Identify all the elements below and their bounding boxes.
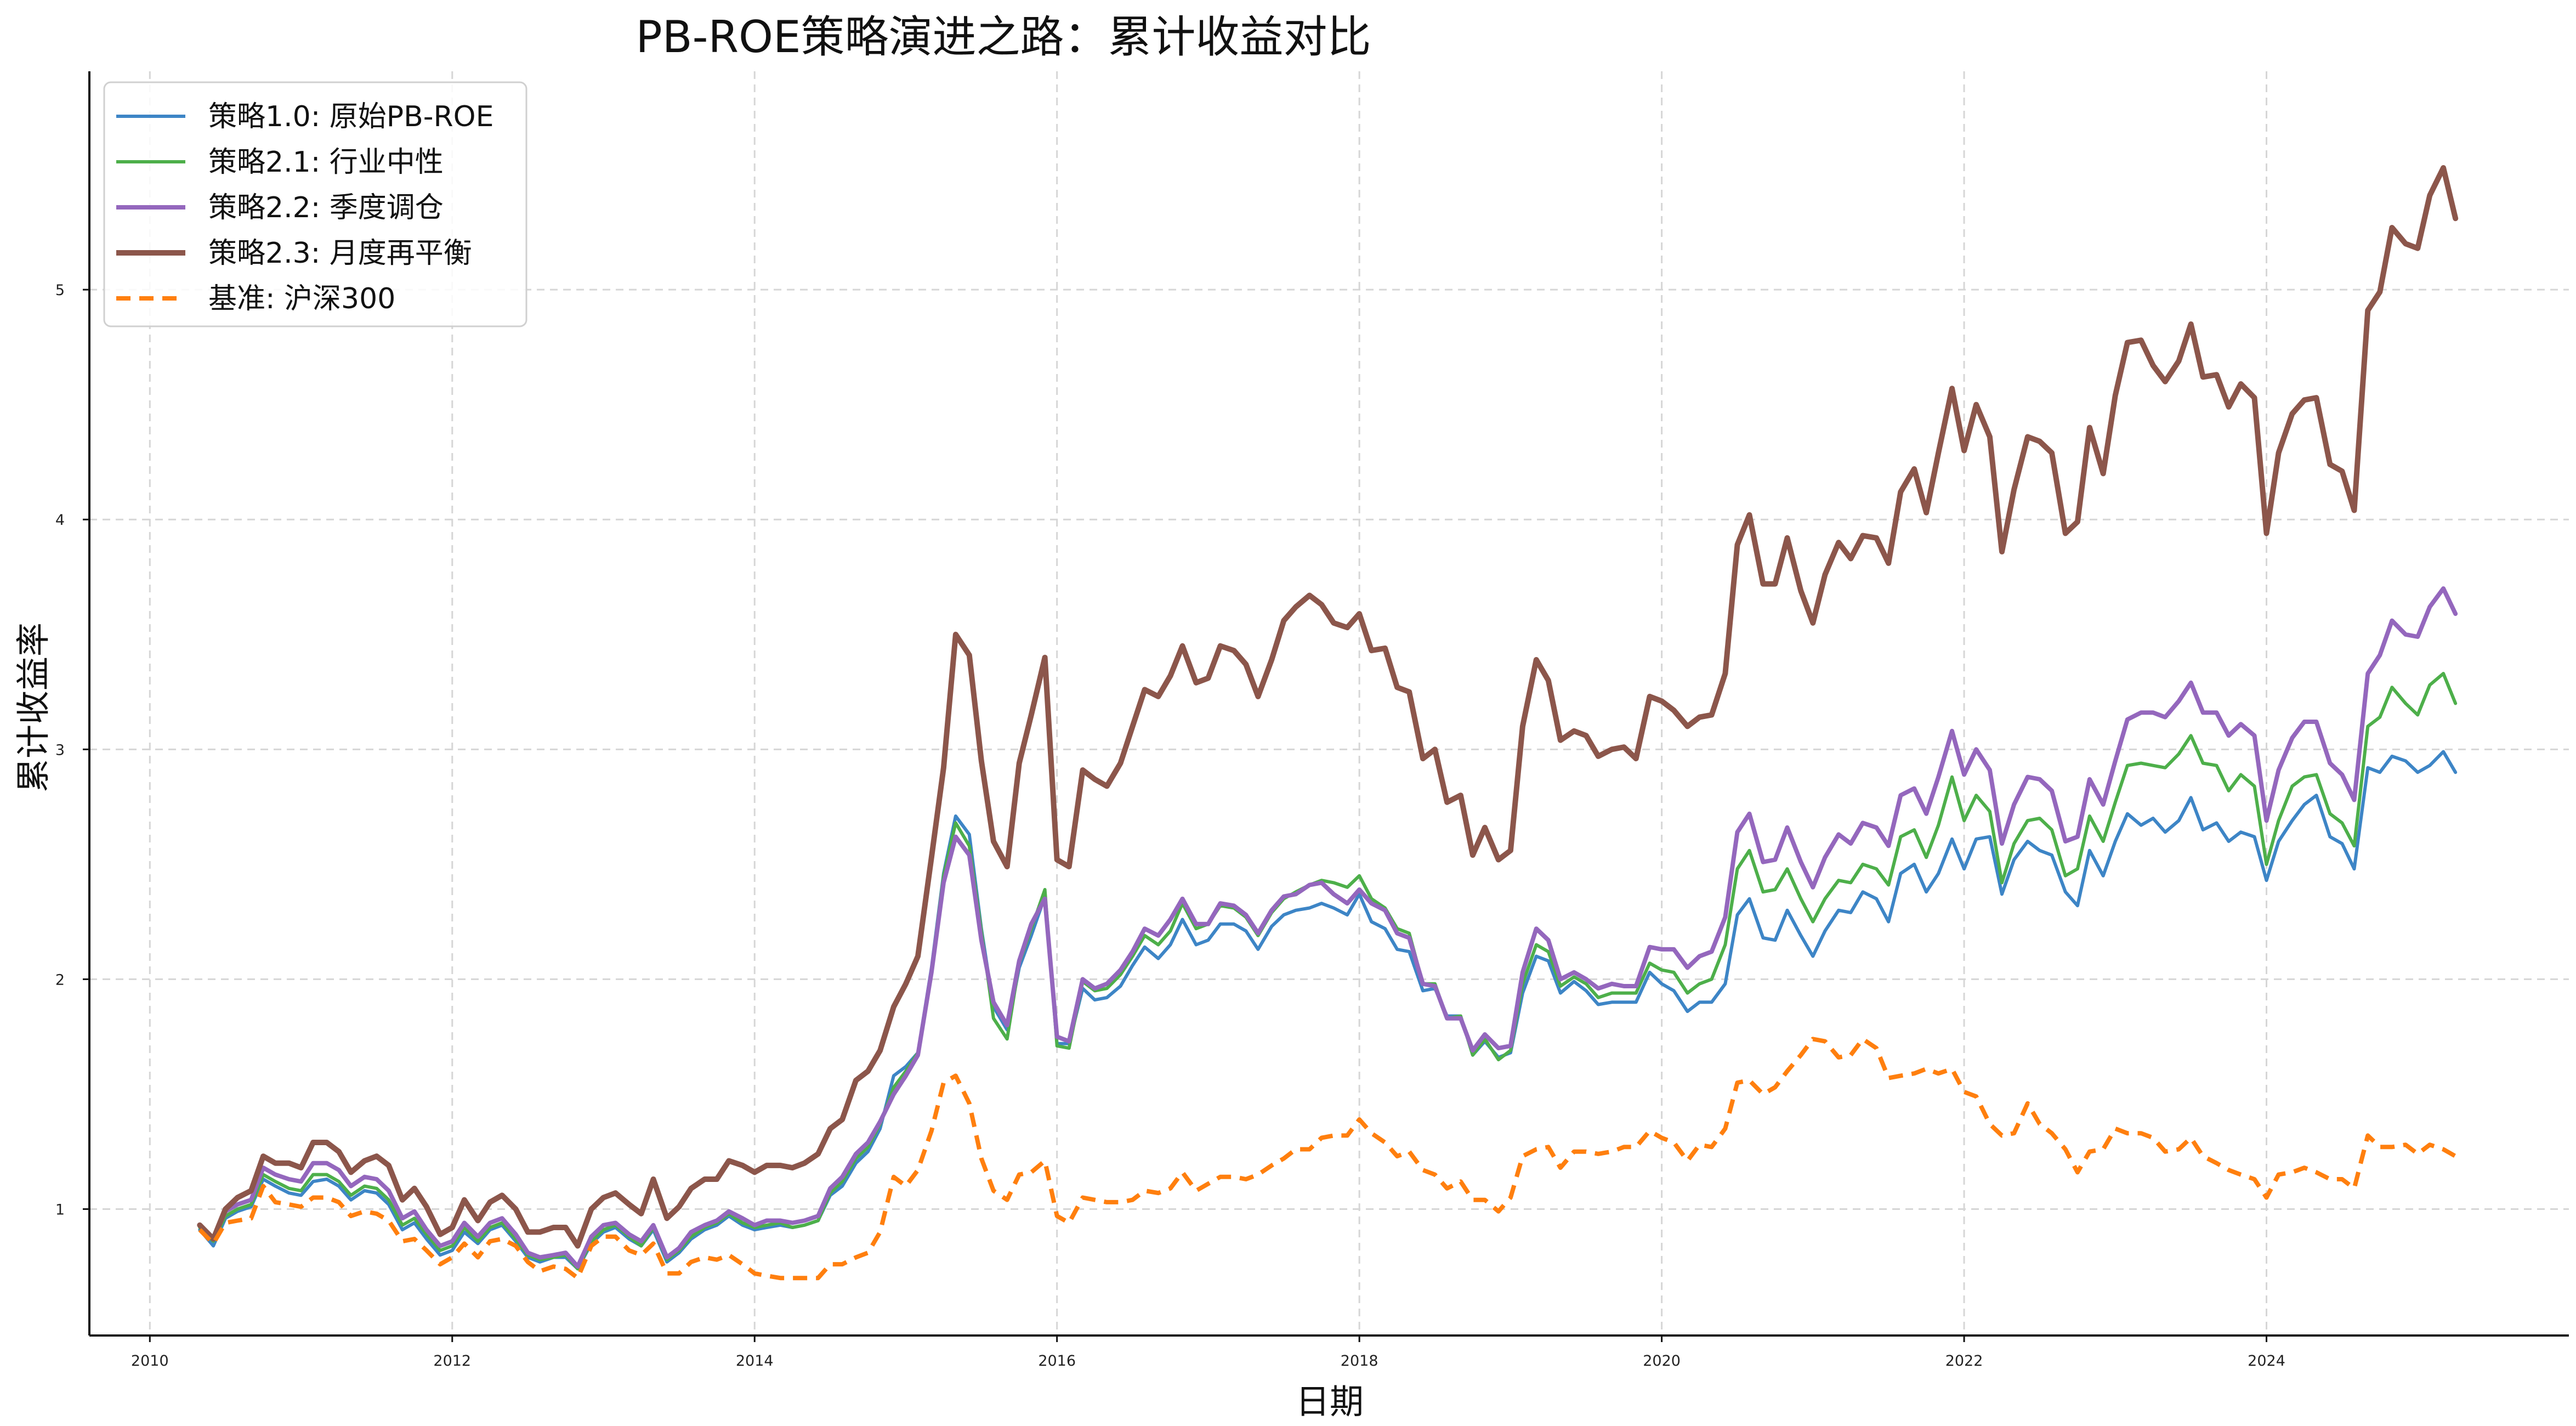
y-tick-label: 1 <box>55 1202 65 1219</box>
legend-label: 策略2.2: 季度调仓 <box>208 191 444 224</box>
legend-label: 策略1.0: 原始PB-ROE <box>208 100 493 133</box>
series-line-4 <box>197 165 2459 1249</box>
legend-frame <box>103 81 527 327</box>
x-tick-label: 2018 <box>1341 1353 1378 1370</box>
x-axis-ticks: 2010 2012 2014 2016 2018 2020 2022 2024 <box>131 1336 2285 1370</box>
legend-label: 基准: 沪深300 <box>208 282 395 315</box>
x-tick-label: 2024 <box>2248 1353 2285 1370</box>
x-tick-label: 2012 <box>433 1353 471 1370</box>
x-tick-label: 2016 <box>1038 1353 1076 1370</box>
series-line-5 <box>198 1037 2457 1281</box>
y-axis-ticks: 1 2 3 4 5 <box>55 282 89 1219</box>
legend-label: 策略2.1: 行业中性 <box>208 146 444 179</box>
x-tick-label: 2020 <box>1643 1353 1681 1370</box>
legend-label: 策略2.3: 月度再平衡 <box>208 237 472 270</box>
y-axis-label: 累计收益率 <box>13 623 53 793</box>
y-tick-label: 5 <box>55 282 65 299</box>
x-tick-label: 2014 <box>736 1353 774 1370</box>
chart-title: PB-ROE策略演进之路：累计收益对比 <box>636 12 1371 63</box>
series-line-3 <box>197 586 2458 1269</box>
grid <box>89 71 2569 1336</box>
x-tick-label: 2022 <box>1945 1353 1983 1370</box>
x-axis-label: 日期 <box>1296 1382 1364 1422</box>
y-tick-label: 4 <box>55 512 65 529</box>
y-tick-label: 3 <box>55 742 65 759</box>
series-lines <box>197 165 2459 1281</box>
x-tick-label: 2010 <box>131 1353 169 1370</box>
y-tick-label: 2 <box>55 971 65 988</box>
